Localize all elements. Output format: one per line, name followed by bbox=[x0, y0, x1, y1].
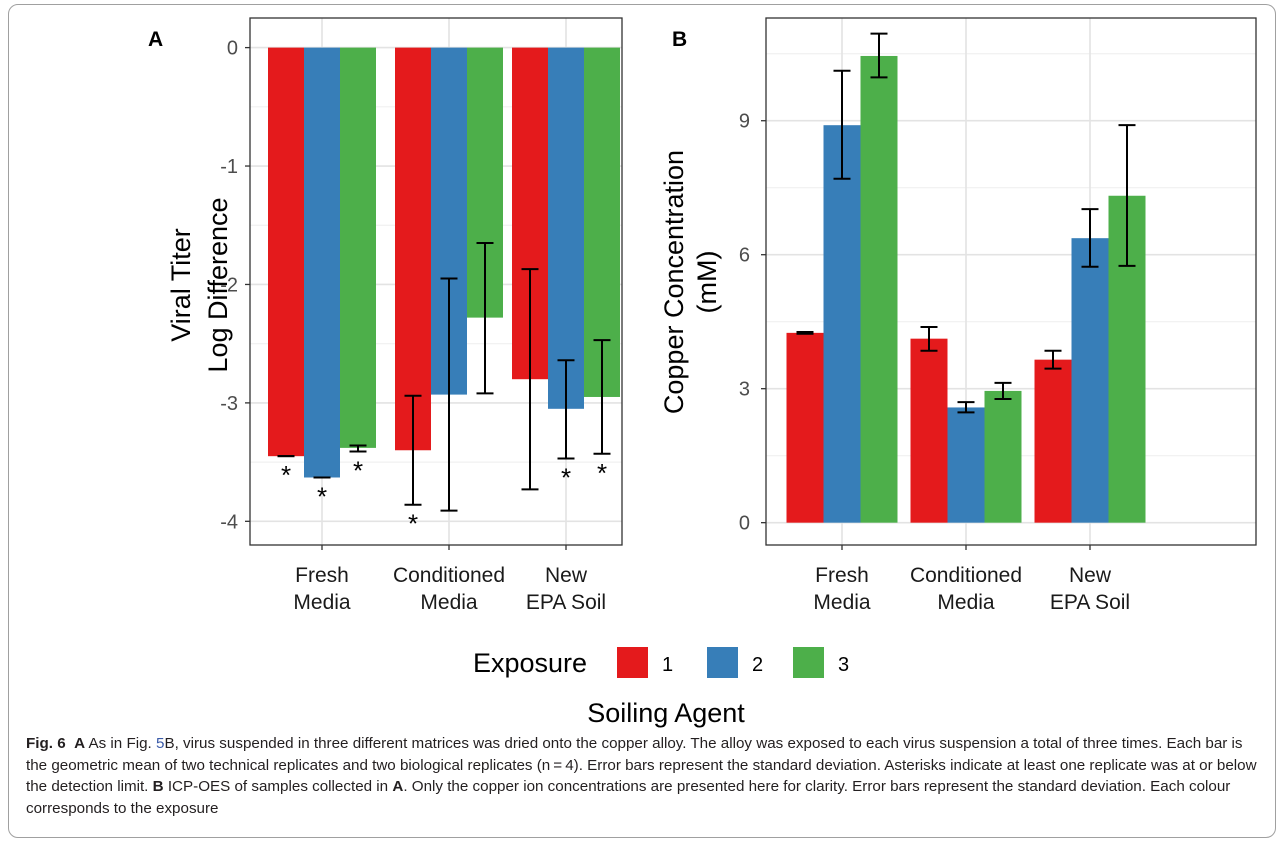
panel-a-bar bbox=[304, 47, 340, 478]
panel-b-x-tick-label: Conditioned bbox=[910, 564, 1022, 587]
caption-panel-b: B bbox=[152, 778, 164, 796]
figure-caption: Fig. 6 A As in Fig. 5B, virus suspended … bbox=[26, 733, 1266, 819]
panel-a-bar bbox=[395, 47, 431, 451]
panel-b-x-tick-label: EPA Soil bbox=[1050, 591, 1130, 614]
panel-a-border bbox=[249, 17, 623, 546]
panel-a-x-tick-label: Media bbox=[420, 591, 478, 614]
caption-text-1: As in Fig. bbox=[85, 735, 156, 752]
panel-a-label: A bbox=[148, 28, 163, 51]
panel-a-asterisk: * bbox=[408, 509, 418, 539]
x-axis-title: Soiling Agent bbox=[587, 698, 745, 728]
panel-b-label: B bbox=[672, 28, 687, 51]
caption-text-1b: B, virus suspended in three different ma… bbox=[26, 735, 1257, 796]
panel-b-bar bbox=[1034, 359, 1072, 523]
figure-chart: * * * * * * 0 -1 -2 -3 -4 Fresh Media Conditioned Medi… bbox=[148, 17, 1257, 728]
legend-swatch bbox=[793, 647, 824, 678]
panel-a-x-tick-label: Fresh bbox=[295, 564, 349, 587]
figure-frame bbox=[8, 4, 1276, 838]
panel-b-y-axis-title: Copper Concentration bbox=[659, 150, 689, 414]
panel-b-bar bbox=[910, 338, 948, 523]
panel-b-bar bbox=[823, 125, 861, 523]
panel-a-bar bbox=[548, 47, 584, 409]
panel-a-bar bbox=[340, 47, 376, 448]
legend-label: 2 bbox=[752, 654, 763, 676]
legend-title: Exposure bbox=[473, 648, 587, 678]
panel-a-y-axis-title: Log Difference bbox=[203, 197, 233, 372]
caption-text-3: . Only the copper ion concentrations are… bbox=[26, 778, 1231, 817]
panel-a-y-tick-label: -2 bbox=[220, 274, 238, 296]
panel-a-x-tick-label: EPA Soil bbox=[526, 591, 606, 614]
panel-a-asterisk: * bbox=[597, 458, 607, 488]
caption-fig-link[interactable]: 5 bbox=[156, 735, 165, 752]
caption-fig-label: Fig. 6 bbox=[26, 735, 66, 752]
caption-panel-a: A bbox=[74, 735, 86, 752]
panel-a-asterisk: * bbox=[561, 463, 571, 493]
panel-a-x-tick-label: Conditioned bbox=[393, 564, 505, 587]
panel-a-y-axis-title: Viral Titer bbox=[166, 228, 196, 342]
panel-b-x-tick-label: Fresh bbox=[815, 564, 869, 587]
panel-a-x-tick-label: Media bbox=[293, 591, 351, 614]
panel-a-asterisk: * bbox=[317, 481, 327, 511]
legend-label: 1 bbox=[662, 654, 673, 676]
panel-a-asterisk: * bbox=[281, 460, 291, 490]
panel-a-y-tick-label: -4 bbox=[220, 511, 238, 533]
panel-a-x-tick-label: New bbox=[545, 564, 588, 587]
panel-a-asterisk: * bbox=[353, 455, 363, 485]
panel-b-y-tick-label: 9 bbox=[739, 111, 750, 133]
panel-b-bar bbox=[860, 55, 898, 523]
caption-ref-a: A bbox=[392, 778, 404, 796]
legend-label: 3 bbox=[838, 654, 849, 676]
panel-b-bar bbox=[947, 407, 985, 523]
panel-a-bar bbox=[584, 47, 620, 397]
legend-swatch bbox=[707, 647, 738, 678]
caption-text-2: ICP-OES of samples collected in bbox=[163, 778, 393, 796]
panel-b-bar bbox=[1071, 238, 1109, 523]
panel-a-y-tick-label: 0 bbox=[227, 38, 238, 60]
panel-b-y-tick-label: 6 bbox=[739, 245, 750, 267]
panel-b-border bbox=[765, 17, 1257, 546]
panel-b-bar bbox=[786, 332, 824, 523]
legend-swatch bbox=[617, 647, 648, 678]
panel-a-bar bbox=[268, 47, 304, 457]
panel-b-y-tick-label: 0 bbox=[739, 513, 750, 535]
panel-b-y-axis-title: (mM) bbox=[692, 251, 722, 314]
panel-b-x-tick-label: Media bbox=[937, 591, 995, 614]
panel-b-x-tick-label: Media bbox=[813, 591, 871, 614]
panel-b-y-tick-label: 3 bbox=[739, 379, 750, 401]
panel-a-y-tick-label: -3 bbox=[220, 393, 238, 415]
panel-a-y-tick-label: -1 bbox=[220, 156, 238, 178]
panel-b-bar bbox=[984, 390, 1022, 523]
panel-b-x-tick-label: New bbox=[1069, 564, 1112, 587]
